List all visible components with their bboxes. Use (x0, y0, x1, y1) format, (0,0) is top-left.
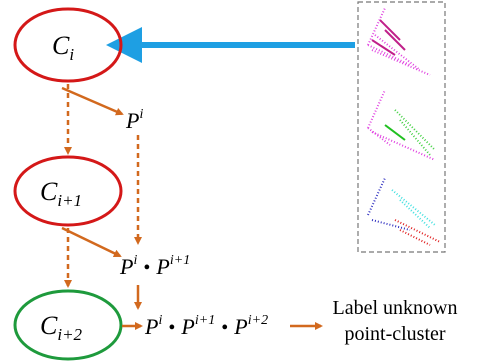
term-base: P (144, 314, 158, 339)
term-sup: i (158, 313, 162, 328)
output-label: point-cluster (344, 323, 445, 345)
node-label: Ci+1 (40, 177, 82, 210)
term-sup: i (139, 107, 143, 122)
term-base: P (155, 254, 169, 279)
point-cloud-panel (358, 2, 445, 252)
node-base: C (52, 31, 70, 60)
node-base: C (40, 177, 58, 206)
product: PiP•Pi+1P•Pi+2P (144, 313, 269, 339)
node-label: Ci+2 (40, 311, 83, 344)
output-label: Label unknown (333, 297, 458, 319)
term-base: P (119, 254, 133, 279)
term-base: P (180, 314, 194, 339)
operator: • (143, 257, 150, 279)
node-sub: i+2 (57, 325, 82, 344)
operator: • (168, 317, 175, 339)
term-base-reset: P (137, 273, 138, 274)
term-base-reset: P (190, 273, 191, 274)
term-base: P (125, 108, 139, 133)
operator: • (221, 317, 228, 339)
node-sub: i+1 (57, 191, 82, 210)
term-base-reset: P (143, 127, 144, 128)
node-sub: i (69, 45, 74, 64)
node-base: C (40, 311, 58, 340)
flow-arrows (62, 84, 321, 326)
product: PiP•Pi+1P (119, 253, 191, 279)
term-base-reset: P (162, 333, 163, 334)
diagram: Ci Ci+1 Ci+2 PiP PiP•Pi+1P PiP•Pi+1P•Pi+… (0, 0, 490, 364)
term-base-reset: P (268, 333, 269, 334)
term-sup: i+1 (195, 313, 215, 328)
term-sup: i+2 (248, 313, 268, 328)
term-base-reset: P (215, 333, 216, 334)
term-sup: i+1 (170, 253, 190, 268)
product: PiP (125, 107, 144, 133)
term-sup: i (133, 253, 137, 268)
term-base: P (233, 314, 247, 339)
node-label: Ci (52, 31, 74, 64)
